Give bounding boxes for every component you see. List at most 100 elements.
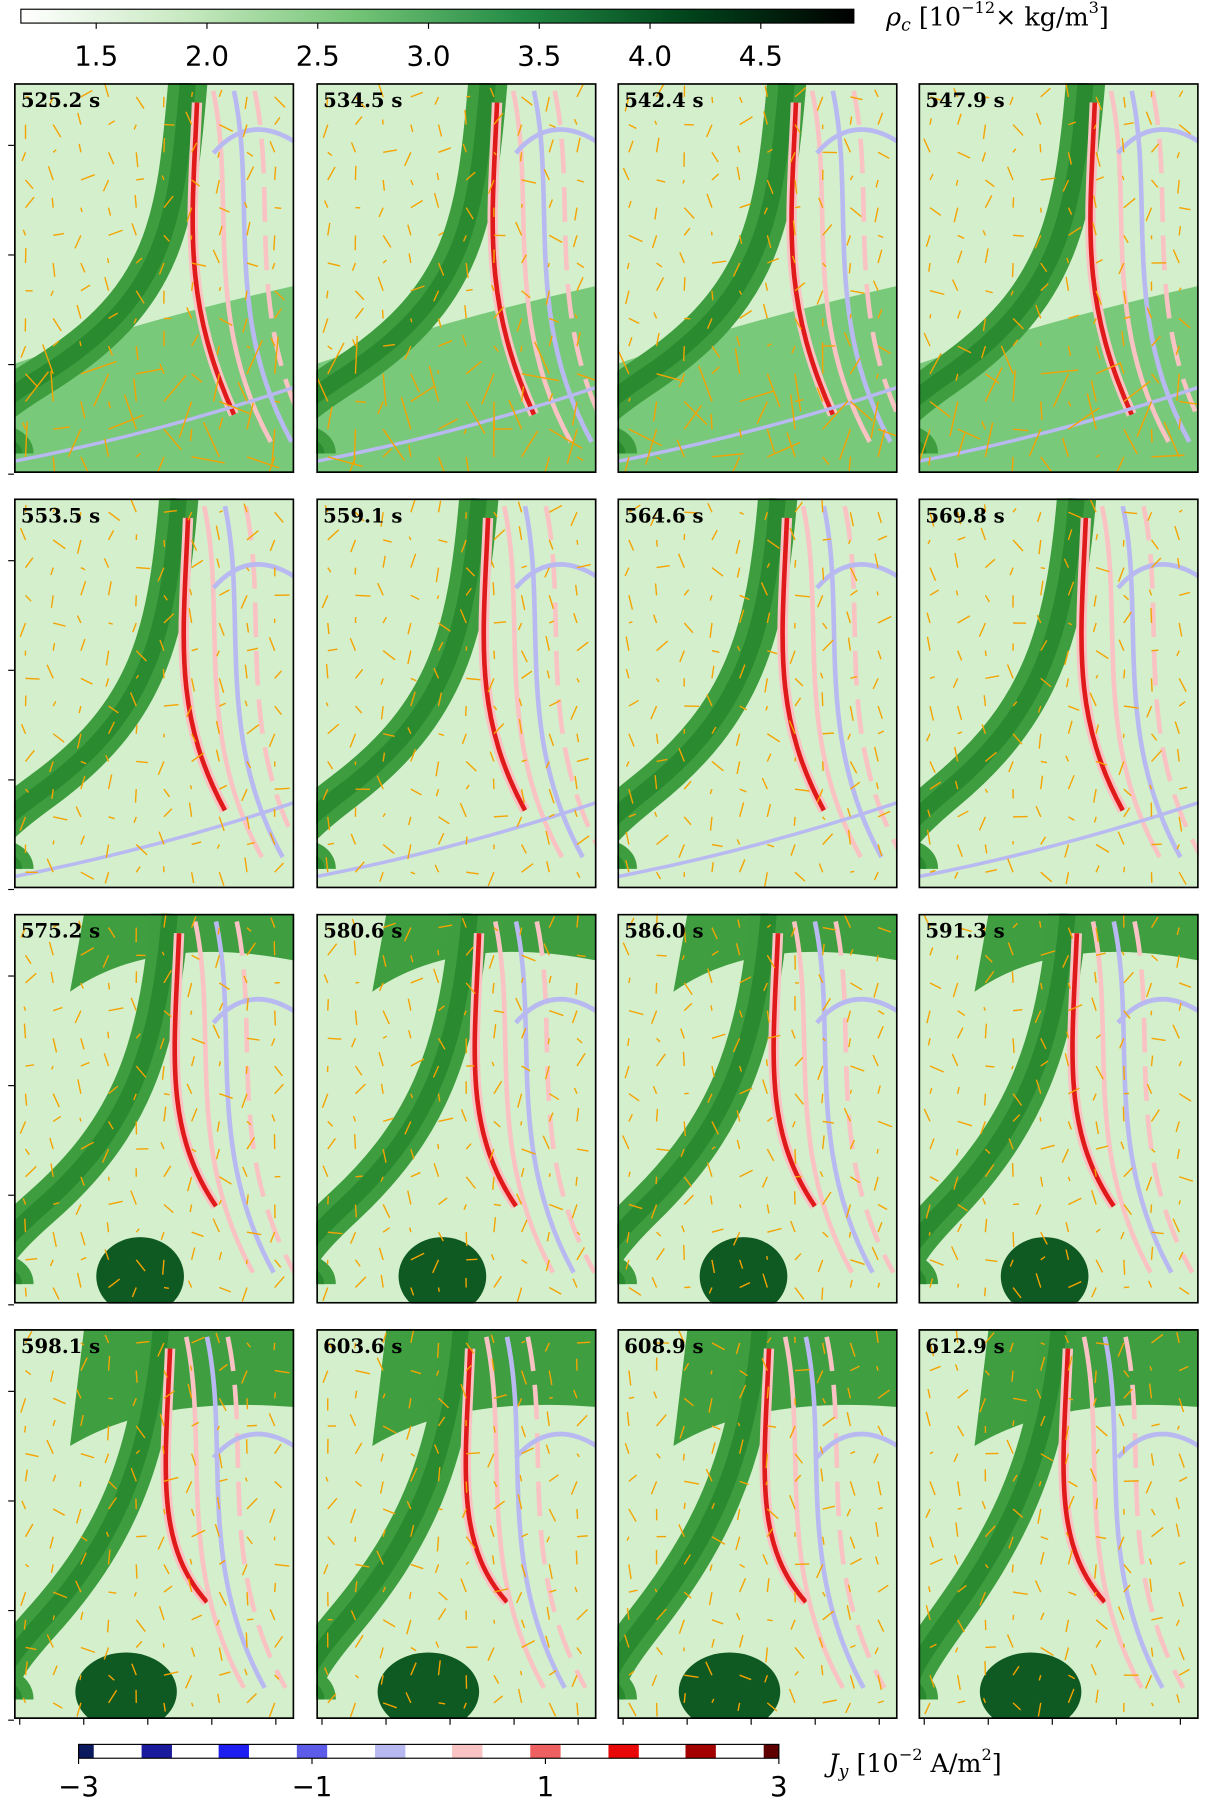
velocity-arrow	[624, 1065, 630, 1079]
velocity-arrow	[135, 1065, 147, 1078]
velocity-arrow	[269, 1508, 276, 1523]
panel-time-label: 608.9 s	[624, 1335, 703, 1358]
velocity-arrow	[1067, 1495, 1075, 1510]
velocity-arrow	[1095, 760, 1108, 766]
velocity-arrow	[156, 456, 165, 474]
velocity-arrow	[80, 638, 86, 651]
velocity-arrow	[241, 1093, 248, 1108]
velocity-arrow	[136, 566, 151, 570]
velocity-arrow	[548, 788, 555, 804]
velocity-arrow	[683, 589, 690, 596]
velocity-arrow	[493, 1394, 507, 1399]
velocity-arrow	[655, 539, 658, 547]
velocity-arrow	[517, 1494, 523, 1510]
velocity-arrow	[327, 943, 338, 956]
velocity-arrow	[246, 1231, 262, 1236]
velocity-arrow	[433, 1163, 440, 1177]
velocity-arrow	[1011, 456, 1014, 474]
velocity-arrow	[218, 1397, 227, 1412]
velocity-arrow	[1067, 720, 1073, 734]
velocity-arrow	[354, 290, 365, 301]
velocity-arrow	[1120, 1231, 1125, 1240]
velocity-arrow	[848, 262, 852, 274]
velocity-arrow	[794, 1253, 802, 1261]
velocity-arrow	[50, 1564, 54, 1573]
velocity-arrow	[955, 179, 959, 186]
velocity-arrow	[739, 788, 747, 793]
velocity-arrow	[985, 290, 993, 294]
level-swatch	[685, 1744, 716, 1759]
velocity-arrow	[271, 1114, 276, 1122]
velocity-arrow	[163, 1093, 170, 1096]
velocity-arrow	[628, 428, 663, 447]
velocity-arrow	[850, 290, 865, 294]
velocity-arrow	[24, 1425, 27, 1433]
velocity-arrow	[1012, 1614, 1015, 1620]
velocity-arrow	[493, 621, 507, 624]
velocity-arrow	[1178, 701, 1186, 707]
velocity-arrow	[490, 284, 495, 291]
velocity-arrow	[955, 373, 959, 381]
velocity-arrow	[794, 871, 806, 882]
velocity-arrow	[219, 510, 223, 513]
velocity-arrow	[52, 701, 57, 707]
colorbar-tick-label: 3.0	[406, 40, 450, 73]
velocity-arrow	[1040, 836, 1047, 845]
panel-frame	[13, 1329, 295, 1720]
velocity-arrow	[711, 529, 718, 541]
velocity-arrow	[189, 429, 193, 442]
velocity-arrow	[1012, 1665, 1020, 1676]
velocity-arrow	[1092, 622, 1097, 633]
velocity-arrow	[80, 1646, 96, 1654]
velocity-arrow	[410, 199, 424, 209]
velocity-arrow	[545, 1444, 550, 1454]
velocity-arrow	[1150, 1702, 1154, 1707]
velocity-arrow	[1065, 1532, 1070, 1538]
velocity-arrow	[432, 1065, 440, 1078]
velocity-arrow	[1123, 1563, 1132, 1574]
velocity-arrow	[877, 1675, 883, 1690]
velocity-arrow	[46, 664, 54, 679]
velocity-arrow	[407, 650, 412, 665]
velocity-arrow	[50, 971, 54, 984]
velocity-arrow	[546, 861, 550, 873]
velocity-arrow	[428, 365, 440, 402]
velocity-arrow	[573, 1087, 578, 1094]
velocity-arrow	[929, 1536, 934, 1548]
velocity-arrow	[493, 345, 499, 352]
velocity-arrow	[731, 456, 741, 474]
velocity-arrow	[1095, 1425, 1108, 1437]
velocity-arrow	[873, 1453, 879, 1464]
velocity-arrow	[1067, 1688, 1075, 1704]
velocity-arrow	[711, 1259, 716, 1274]
velocity-arrow	[462, 235, 467, 242]
contour	[809, 90, 872, 443]
velocity-arrow	[465, 456, 470, 474]
velocity-arrow	[1067, 927, 1074, 939]
panel: 591.3 s	[918, 913, 1199, 1304]
velocity-arrow	[355, 594, 371, 597]
velocity-arrow	[162, 1643, 165, 1648]
velocity-arrow	[350, 833, 357, 845]
velocity-arrow	[408, 253, 412, 264]
velocity-arrow	[382, 1508, 396, 1515]
velocity-arrow	[1151, 1231, 1164, 1235]
velocity-arrow	[240, 595, 248, 609]
contour	[510, 90, 573, 443]
velocity-arrow	[625, 636, 630, 651]
velocity-arrow	[48, 96, 54, 106]
velocity-arrow	[274, 308, 282, 319]
velocity-arrow	[683, 1554, 691, 1565]
velocity-arrow	[105, 754, 110, 762]
contour	[824, 1336, 887, 1689]
contour	[815, 996, 898, 1025]
velocity-arrow	[521, 373, 560, 382]
velocity-arrow	[163, 428, 182, 451]
velocity-arrow	[188, 802, 193, 817]
velocity-arrow	[849, 1089, 853, 1094]
velocity-arrow	[1178, 622, 1183, 637]
velocity-arrow	[872, 280, 879, 292]
velocity-arrow	[951, 1053, 959, 1067]
velocity-arrow	[739, 1281, 751, 1289]
velocity-arrow	[382, 1148, 387, 1163]
